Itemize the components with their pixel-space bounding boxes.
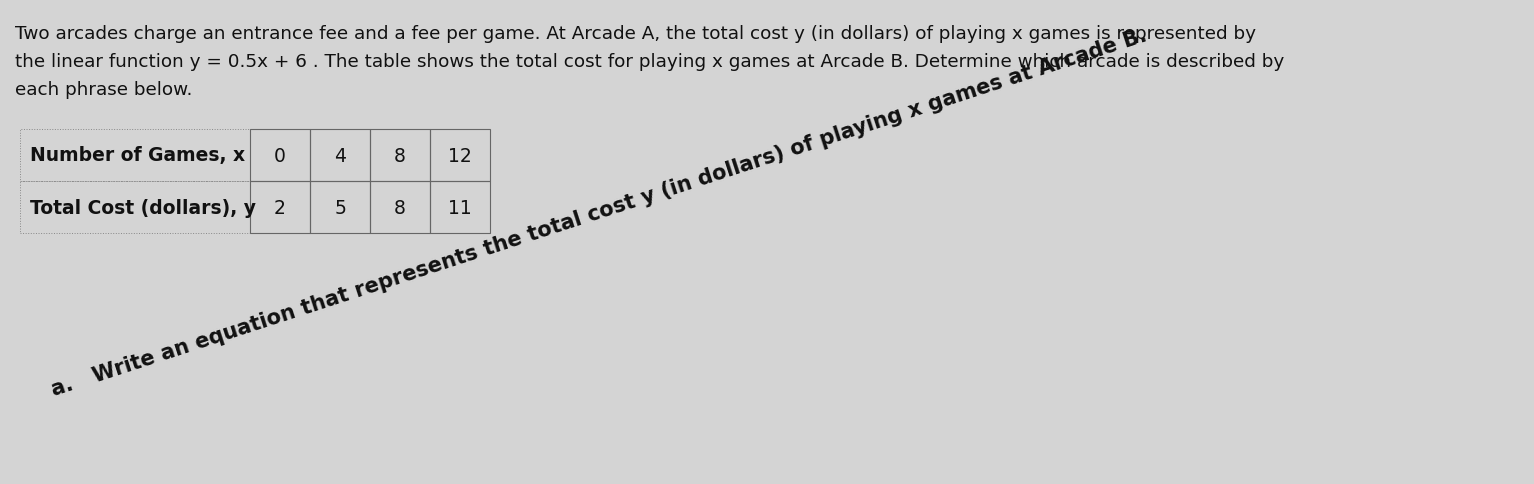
Bar <box>20 182 250 233</box>
Bar <box>370 182 430 233</box>
Text: 8: 8 <box>394 146 407 165</box>
Text: 4: 4 <box>334 146 347 165</box>
Text: 8: 8 <box>394 198 407 217</box>
Bar <box>310 130 370 182</box>
Text: 11: 11 <box>448 198 472 217</box>
Text: 0: 0 <box>275 146 285 165</box>
Bar <box>310 182 370 233</box>
Text: Total Cost (dollars), y: Total Cost (dollars), y <box>31 198 256 217</box>
Text: 12: 12 <box>448 146 472 165</box>
Bar <box>430 130 489 182</box>
Text: Two arcades charge an entrance fee and a fee per game. At Arcade A, the total co: Two arcades charge an entrance fee and a… <box>15 25 1256 43</box>
Bar <box>430 182 489 233</box>
Bar <box>370 130 430 182</box>
Text: the linear function y = 0.5x + 6 . The table shows the total cost for playing x : the linear function y = 0.5x + 6 . The t… <box>15 53 1284 71</box>
Bar <box>250 130 310 182</box>
Text: a.   Write an equation that represents the total cost y (in dollars) of playing : a. Write an equation that represents the… <box>49 25 1149 399</box>
Bar <box>20 130 250 182</box>
Text: 2: 2 <box>275 198 285 217</box>
Bar <box>250 182 310 233</box>
Text: 5: 5 <box>334 198 347 217</box>
Text: Number of Games, x: Number of Games, x <box>31 146 245 165</box>
Text: each phrase below.: each phrase below. <box>15 81 192 99</box>
